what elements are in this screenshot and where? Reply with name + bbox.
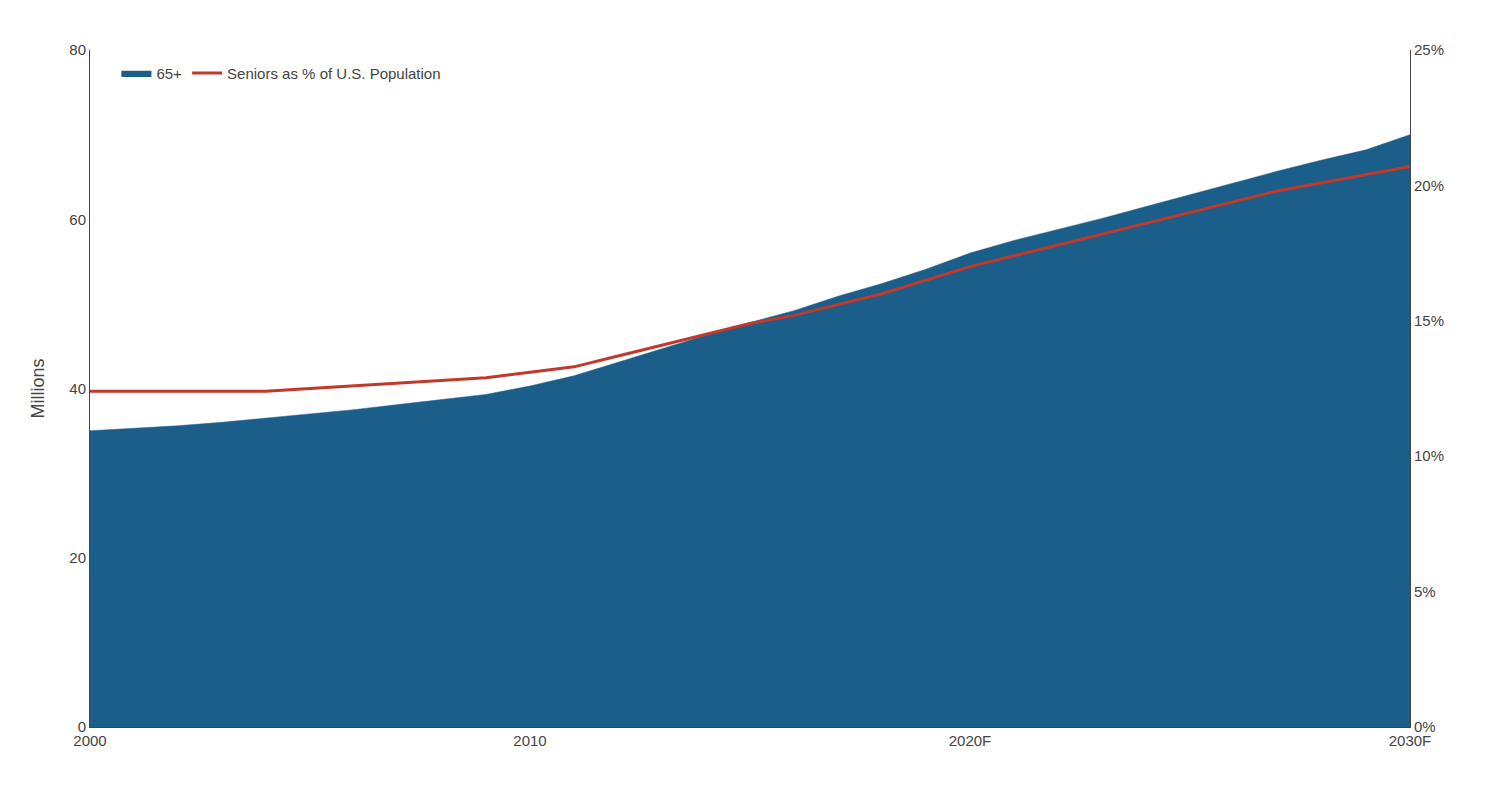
- svg-text:0: 0: [78, 718, 86, 735]
- svg-text:Seniors as % of U.S. Populatio: Seniors as % of U.S. Population: [227, 65, 440, 82]
- svg-text:65+: 65+: [156, 65, 182, 82]
- svg-text:2010: 2010: [513, 732, 546, 749]
- svg-text:20: 20: [69, 549, 86, 566]
- svg-text:15%: 15%: [1414, 312, 1444, 329]
- svg-text:Millions: Millions: [28, 358, 48, 418]
- svg-text:20%: 20%: [1414, 177, 1444, 194]
- svg-text:0%: 0%: [1414, 718, 1436, 735]
- svg-text:2020F: 2020F: [949, 732, 992, 749]
- svg-text:60: 60: [69, 211, 86, 228]
- svg-text:5%: 5%: [1414, 583, 1436, 600]
- svg-text:25%: 25%: [1414, 41, 1444, 58]
- svg-text:80: 80: [69, 41, 86, 58]
- svg-text:40: 40: [69, 380, 86, 397]
- svg-text:2000: 2000: [73, 732, 106, 749]
- svg-text:10%: 10%: [1414, 447, 1444, 464]
- svg-text:2030F: 2030F: [1389, 732, 1432, 749]
